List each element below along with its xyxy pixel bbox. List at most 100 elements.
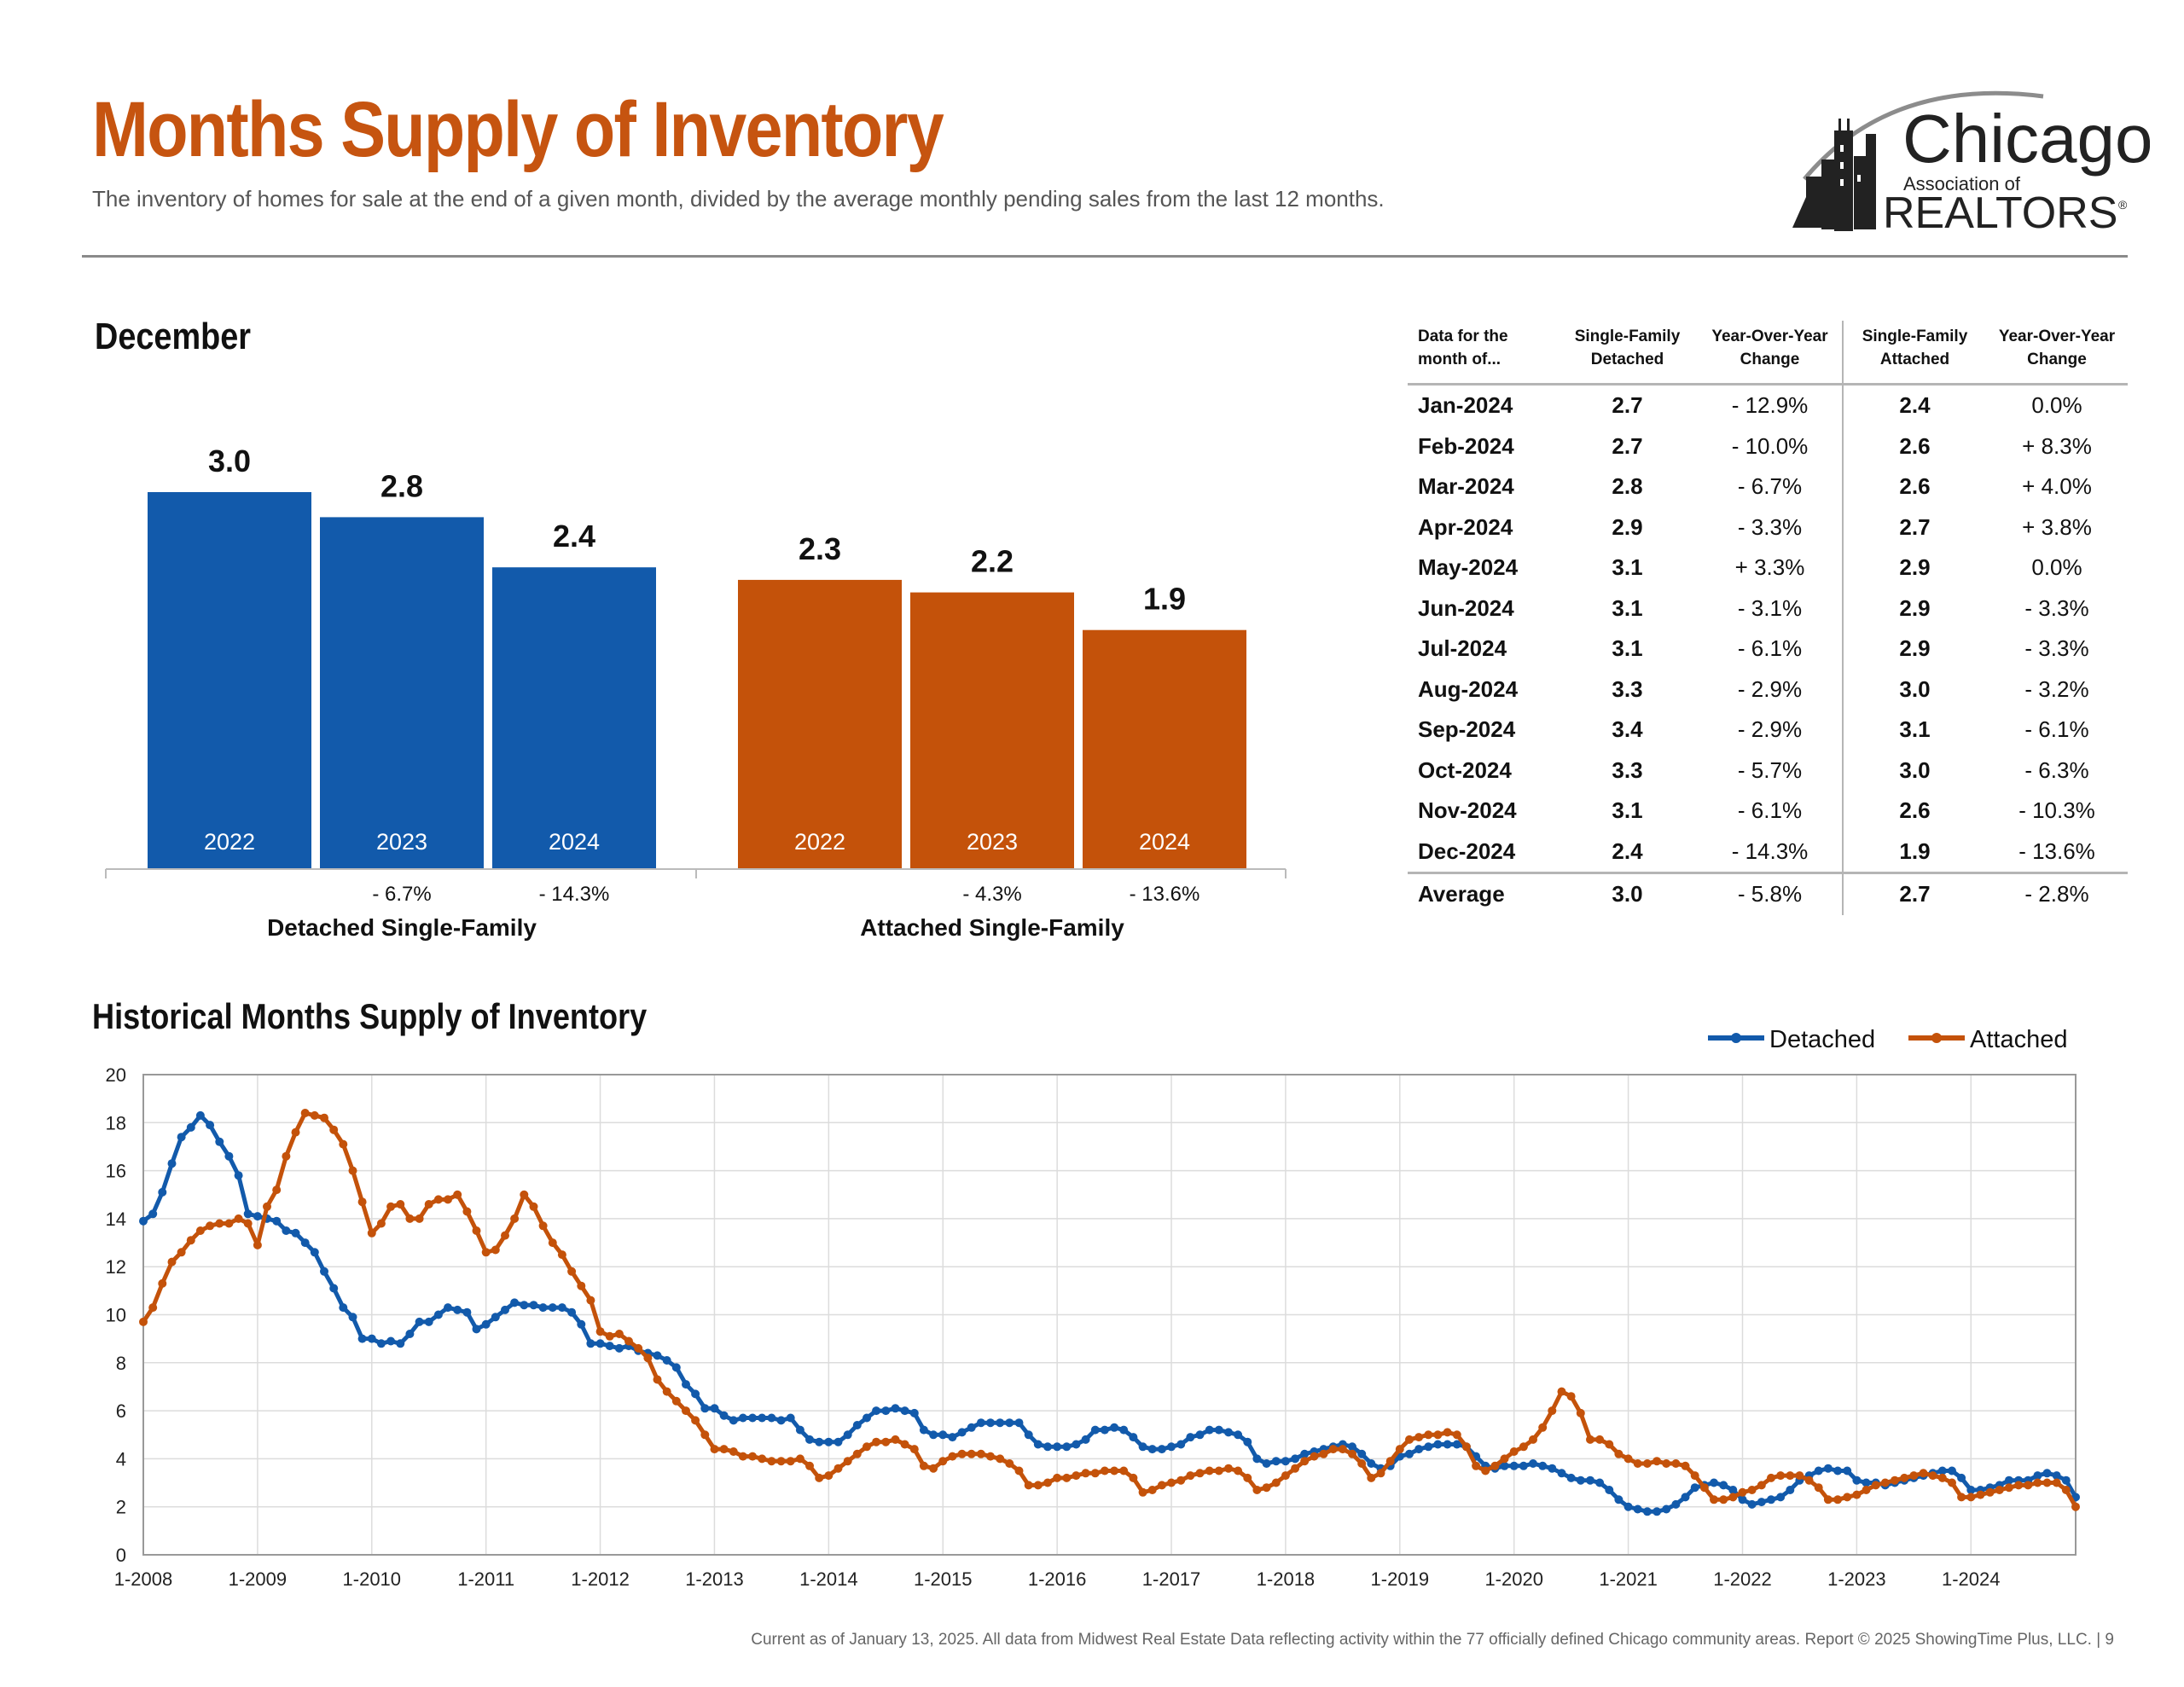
data-point-detached xyxy=(1671,1499,1681,1509)
logo-realtors-text: REALTORS xyxy=(1883,188,2118,238)
data-point-attached xyxy=(1348,1449,1356,1458)
data-point-attached xyxy=(1300,1457,1310,1466)
data-point-attached xyxy=(1100,1466,1109,1475)
table-cell-detached-yoy: - 2.9% xyxy=(1698,669,1844,710)
data-point-detached xyxy=(2004,1475,2013,1485)
data-point-attached xyxy=(1976,1490,1985,1499)
data-point-detached xyxy=(148,1209,158,1219)
page-subtitle: The inventory of homes for sale at the e… xyxy=(92,186,1385,212)
data-point-detached xyxy=(1081,1435,1090,1444)
bar xyxy=(148,492,311,868)
table-cell-detached-yoy: - 2.9% xyxy=(1698,710,1844,751)
legend-label: Detached xyxy=(1769,1026,1875,1053)
data-point-attached xyxy=(167,1257,177,1267)
data-point-detached xyxy=(805,1435,814,1444)
table-cell-detached-yoy: - 6.7% xyxy=(1698,467,1844,507)
data-point-detached xyxy=(1595,1478,1605,1487)
data-point-attached xyxy=(1642,1459,1652,1468)
data-point-attached xyxy=(139,1317,148,1326)
data-point-attached xyxy=(1072,1471,1081,1481)
data-point-attached xyxy=(1747,1486,1757,1494)
data-point-attached xyxy=(1395,1445,1404,1454)
header-divider xyxy=(82,255,2128,258)
x-tick-label: 1-2020 xyxy=(1484,1568,1543,1590)
table-cell-month: Oct-2024 xyxy=(1418,757,1512,783)
data-point-detached xyxy=(929,1430,938,1440)
data-point-attached xyxy=(919,1461,928,1470)
data-point-attached xyxy=(367,1228,376,1238)
data-point-attached xyxy=(843,1457,852,1466)
december-heading: December xyxy=(95,316,251,357)
data-point-attached xyxy=(1205,1466,1214,1475)
col-header-detached: Single-Family Detached xyxy=(1557,321,1698,386)
data-point-detached xyxy=(1500,1461,1509,1470)
data-point-detached xyxy=(700,1404,710,1413)
data-point-attached xyxy=(329,1125,339,1134)
data-point-attached xyxy=(1653,1457,1662,1466)
data-point-detached xyxy=(1014,1418,1024,1428)
data-point-attached xyxy=(386,1202,396,1211)
data-point-attached xyxy=(586,1296,595,1305)
data-point-detached xyxy=(1414,1445,1424,1454)
data-point-attached xyxy=(1833,1495,1843,1504)
table-cell-attached: 2.4 xyxy=(1899,392,1931,419)
data-point-detached xyxy=(748,1413,758,1423)
data-point-detached xyxy=(1833,1466,1843,1475)
data-point-attached xyxy=(148,1303,158,1313)
data-point-attached xyxy=(1414,1433,1424,1442)
col-header-attached: Single-Family Attached xyxy=(1843,321,1986,386)
data-point-detached xyxy=(2061,1475,2071,1485)
data-point-attached xyxy=(1566,1392,1576,1401)
table-row: Mar-2024 2.8 - 6.7% 2.6 + 4.0% xyxy=(1408,467,2128,507)
data-point-detached xyxy=(282,1226,291,1235)
data-point-detached xyxy=(1747,1499,1757,1509)
data-point-attached xyxy=(1119,1466,1129,1475)
data-point-attached xyxy=(1900,1473,1909,1482)
data-point-detached xyxy=(1243,1437,1252,1446)
data-point-detached xyxy=(967,1423,976,1432)
x-tick-label: 1-2018 xyxy=(1257,1568,1316,1590)
data-point-detached xyxy=(348,1313,357,1322)
data-point-detached xyxy=(2052,1471,2061,1481)
data-point-detached xyxy=(605,1342,614,1351)
data-point-detached xyxy=(567,1307,577,1317)
table-cell-month: Dec-2024 xyxy=(1418,838,1516,864)
table-cell-detached: 2.7 xyxy=(1612,392,1643,419)
data-point-attached xyxy=(1605,1440,1614,1449)
data-point-detached xyxy=(1767,1495,1775,1504)
data-point-detached xyxy=(1823,1464,1833,1473)
data-point-detached xyxy=(472,1325,481,1334)
data-point-attached xyxy=(1433,1430,1443,1440)
data-point-attached xyxy=(357,1197,367,1207)
table-row: Feb-2024 2.7 - 10.0% 2.6 + 8.3% xyxy=(1408,426,2128,467)
data-point-attached xyxy=(1472,1461,1481,1470)
table-cell-detached: 3.4 xyxy=(1612,716,1643,743)
table-cell-attached-yoy: - 6.3% xyxy=(2024,757,2089,783)
bar-value-label: 1.9 xyxy=(1143,582,1186,617)
data-point-attached xyxy=(1252,1486,1262,1494)
table-row: May-2024 3.1 + 3.3% 2.9 0.0% xyxy=(1408,548,2128,588)
data-point-detached xyxy=(586,1339,595,1348)
data-point-attached xyxy=(863,1442,871,1452)
data-point-attached xyxy=(1310,1452,1319,1461)
data-point-attached xyxy=(520,1190,529,1199)
table-cell-detached: 3.1 xyxy=(1612,594,1643,621)
data-point-detached xyxy=(1090,1425,1100,1435)
data-point-attached xyxy=(1662,1459,1671,1468)
data-point-detached xyxy=(396,1339,405,1348)
bar-year-label: 2023 xyxy=(967,829,1018,855)
data-point-detached xyxy=(577,1319,586,1329)
data-point-detached xyxy=(300,1238,310,1248)
data-point-detached xyxy=(834,1437,843,1446)
data-point-detached xyxy=(872,1406,881,1416)
data-point-attached xyxy=(1995,1486,2004,1494)
data-point-detached xyxy=(1690,1483,1699,1493)
data-point-detached xyxy=(1586,1475,1594,1485)
data-point-detached xyxy=(919,1425,928,1435)
data-point-attached xyxy=(614,1330,624,1338)
data-point-attached xyxy=(1623,1454,1633,1464)
table-row: Sep-2024 3.4 - 2.9% 3.1 - 6.1% xyxy=(1408,710,2128,751)
table-cell-month: Jul-2024 xyxy=(1418,635,1507,662)
data-point-detached xyxy=(1776,1493,1786,1502)
data-point-attached xyxy=(1405,1435,1414,1444)
